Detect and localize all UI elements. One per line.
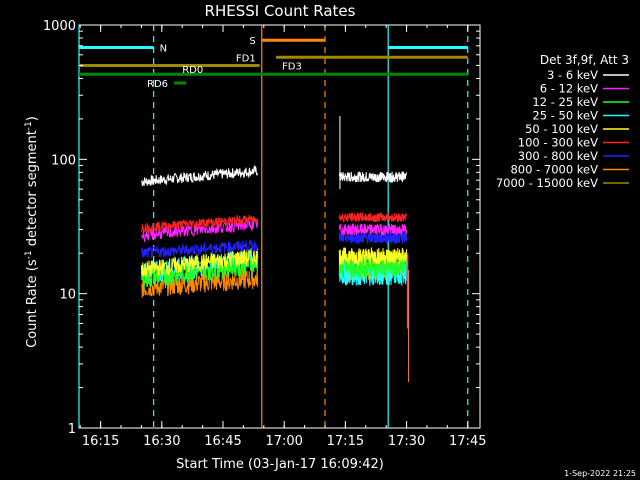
state-bar-label: RD6 [147, 79, 168, 90]
y-axis-label-main: Count Rate (s [25, 259, 40, 348]
plot-frame-box [78, 24, 481, 429]
x-tick-label: 17:15 [327, 434, 364, 449]
series-line [140, 248, 259, 277]
y-axis-label-end: ) [25, 116, 40, 121]
x-tick-label: 16:30 [143, 434, 180, 449]
series-lines [140, 116, 410, 383]
x-tick-label: 16:45 [204, 434, 241, 449]
x-axis-label: Start Time (03-Jan-17 16:09:42) [176, 457, 384, 472]
series-line [338, 222, 408, 236]
axis-ticks: 16:15 16:30 16:45 17:00 17:15 17:30 17:45 1 10 10… [43, 19, 487, 449]
legend-entry-label: 100 - 300 keV [518, 136, 598, 150]
series-line [140, 164, 259, 187]
series-line [338, 253, 408, 280]
legend-entry-label: 25 - 50 keV [532, 109, 598, 123]
state-bar-label: S [249, 36, 255, 47]
x-tick-label: 17:45 [449, 434, 486, 449]
x-tick-label: 17:30 [388, 434, 425, 449]
series-line [140, 268, 259, 298]
legend-entry-label: 300 - 800 keV [518, 149, 598, 163]
y-axis-label-exponent-2: -1 [24, 121, 34, 130]
y-tick-label: 1000 [43, 19, 76, 34]
y-tick-label: 1 [68, 422, 76, 437]
legend-entry-label: 50 - 100 keV [525, 122, 598, 136]
y-tick-label: 100 [51, 153, 76, 168]
legend-entry-label: 7000 - 15000 keV [496, 176, 598, 190]
legend-entry-label: 12 - 25 keV [532, 95, 598, 109]
state-bar-label: FD3 [282, 61, 302, 72]
legend-entry-label: 6 - 12 keV [540, 82, 598, 96]
y-axis-label: Count Rate (s-1 detector segment-1) [24, 116, 40, 348]
series-line [140, 239, 259, 260]
x-tick-label: 16:15 [82, 434, 119, 449]
plot-area [78, 24, 481, 429]
series-line [338, 246, 408, 266]
time-markers [78, 25, 469, 428]
state-bar-label: FD1 [236, 53, 256, 64]
state-bar-label: RD0 [182, 65, 203, 76]
attenuator-bars: N S FD1 FD3 RD6 RD0 [79, 36, 468, 90]
legend-entry-label: 800 - 7000 keV [510, 163, 598, 177]
legend-title: Det 3f,9f, Att 3 [540, 53, 629, 67]
x-tick-label: 17:00 [265, 434, 302, 449]
y-tick-label: 10 [59, 288, 76, 303]
y-axis-label-exponent-1: -1 [24, 250, 34, 259]
series-line [338, 211, 407, 223]
legend-entry-label: 3 - 6 keV [547, 68, 598, 82]
chart-title: RHESSI Count Rates [205, 2, 356, 20]
series-line [141, 213, 259, 234]
y-axis-label-middle: detector segment [25, 130, 40, 250]
plot-date-footer: 1-Sep-2022 21:25 [564, 469, 636, 478]
state-bar-label: N [160, 43, 167, 54]
series-line [338, 171, 408, 183]
series-line [140, 217, 259, 243]
